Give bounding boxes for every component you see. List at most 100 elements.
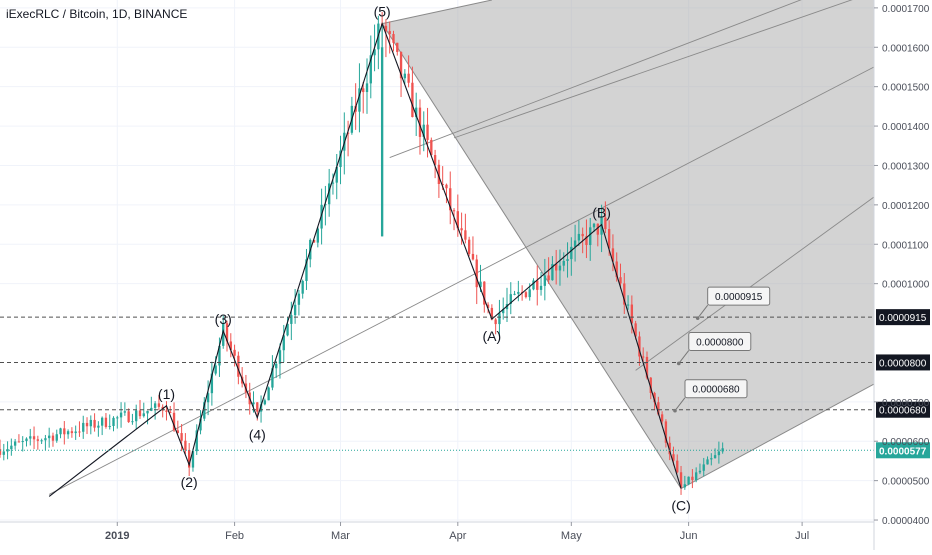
candle-body: [312, 239, 316, 243]
callout-box: [707, 286, 771, 306]
x-tick-label: Jun: [680, 530, 698, 542]
candle-body: [437, 164, 441, 185]
candle-body: [384, 25, 388, 32]
candle-body: [460, 228, 463, 231]
candle-body: [184, 440, 187, 450]
candle-body: [456, 211, 459, 229]
candle-body: [142, 413, 145, 417]
y-tick-label: 0.0000400: [882, 516, 930, 527]
candle-body: [691, 476, 694, 481]
candle-body: [331, 182, 335, 184]
callout-anchor-dot: [673, 408, 677, 413]
candle-body: [490, 307, 494, 320]
candle-body: [25, 438, 28, 442]
candle-body: [290, 315, 293, 324]
wave-label: (1): [158, 386, 175, 402]
candle-body: [346, 132, 350, 134]
fan-line: [635, 196, 875, 371]
candle-body: [642, 356, 645, 358]
candle-body: [176, 430, 179, 434]
y-tick-label: 0.0001600: [882, 43, 930, 54]
candle-body: [119, 412, 123, 418]
candle-body: [418, 107, 422, 137]
candle-body: [188, 449, 191, 468]
candle-body: [698, 470, 702, 473]
candle-body: [528, 289, 531, 298]
candle-body: [40, 440, 43, 442]
candle-body: [695, 472, 698, 481]
callout-anchor-dot: [695, 316, 700, 320]
candle-body: [486, 304, 490, 308]
candle-body: [36, 439, 40, 441]
candle-body: [123, 411, 127, 413]
candle-body: [653, 392, 656, 403]
y-tick-label: 0.0001300: [882, 161, 930, 172]
candle-body: [29, 436, 32, 439]
candle-body: [403, 73, 407, 79]
wave-label: (A): [483, 328, 502, 344]
candle-body: [93, 419, 96, 428]
fan-line: [389, 0, 802, 159]
callout-label: 0.0000680: [692, 385, 740, 396]
candle-body: [59, 428, 62, 435]
callout-label: 0.0000800: [696, 337, 744, 348]
candle-body: [467, 239, 471, 254]
candle-body: [660, 414, 664, 422]
candle-body: [195, 430, 198, 452]
candle-body: [517, 291, 520, 294]
x-tick-label: Mar: [331, 530, 350, 542]
candle-body: [100, 417, 104, 426]
candle-body: [679, 472, 683, 488]
candle-body: [464, 230, 467, 240]
pitchfork-upper-ray: [382, 0, 492, 25]
candle-body: [21, 441, 24, 443]
candle-body: [278, 350, 282, 364]
candle-body: [305, 259, 308, 281]
candle-body: [51, 435, 55, 441]
candle-body: [339, 150, 342, 168]
candle-body: [297, 293, 301, 305]
callout-anchor-dot: [676, 361, 681, 366]
candle-body: [452, 210, 456, 212]
candle-body: [551, 264, 554, 281]
candle-body: [263, 400, 267, 405]
candle-body: [630, 304, 634, 324]
candle-body: [301, 280, 304, 294]
candle-body: [573, 240, 577, 247]
candle-body: [513, 293, 516, 295]
candle-body: [63, 428, 66, 435]
x-tick-label: Feb: [225, 530, 244, 542]
candle-body: [210, 373, 214, 394]
candle-body: [282, 335, 285, 351]
candle-body: [449, 188, 452, 211]
candle-body-peak: [380, 47, 384, 237]
candle-body: [214, 365, 217, 374]
candle-body: [702, 464, 705, 471]
candle-body: [687, 476, 690, 485]
candle-body: [672, 454, 675, 461]
candle-body: [286, 323, 289, 336]
candle-body: [683, 484, 686, 488]
candle-body: [74, 431, 77, 434]
callout-pointer: [678, 350, 690, 364]
candle-body: [615, 261, 618, 278]
callout-label: 0.0000915: [715, 292, 763, 303]
candle-body: [596, 223, 599, 235]
candle-body: [169, 411, 172, 413]
candle-body: [2, 451, 5, 455]
candle-body: [153, 403, 157, 408]
candle-body: [645, 356, 649, 378]
candle-body: [320, 204, 323, 229]
candle-body: [710, 458, 713, 460]
wave-label: (4): [249, 427, 266, 443]
y-tick-label: 0.0000600: [882, 437, 930, 448]
candle-body: [539, 285, 543, 290]
candle-body: [17, 441, 21, 443]
candle-body: [611, 248, 615, 262]
candle-body: [97, 425, 100, 428]
callout-pointer: [697, 304, 709, 319]
candle-body: [327, 183, 331, 205]
candle-body: [649, 377, 652, 393]
